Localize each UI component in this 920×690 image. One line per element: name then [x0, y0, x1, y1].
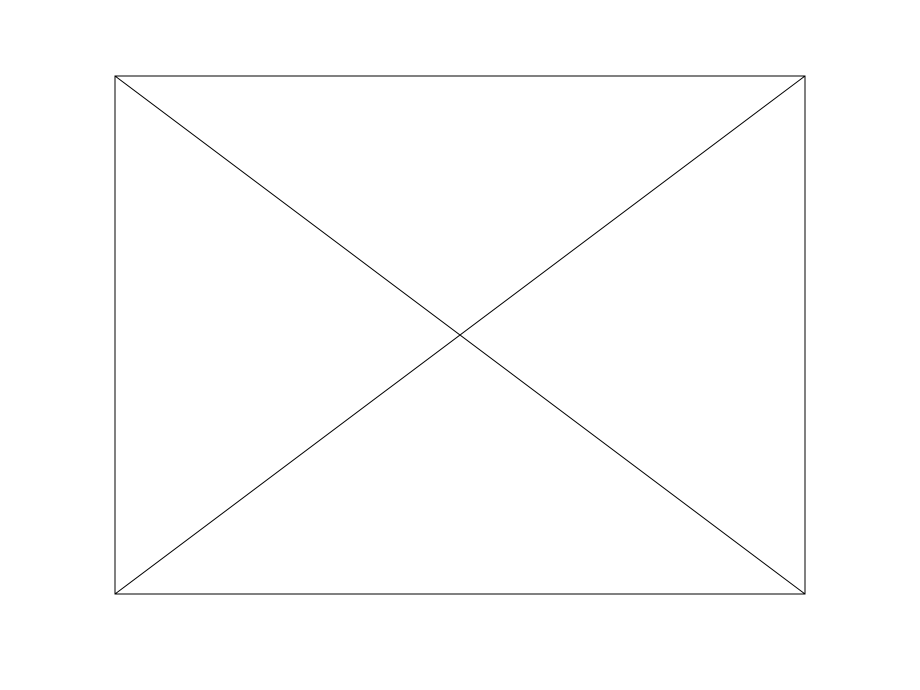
diagram-container — [0, 0, 920, 690]
rectangle-diagonals-diagram — [0, 0, 920, 690]
